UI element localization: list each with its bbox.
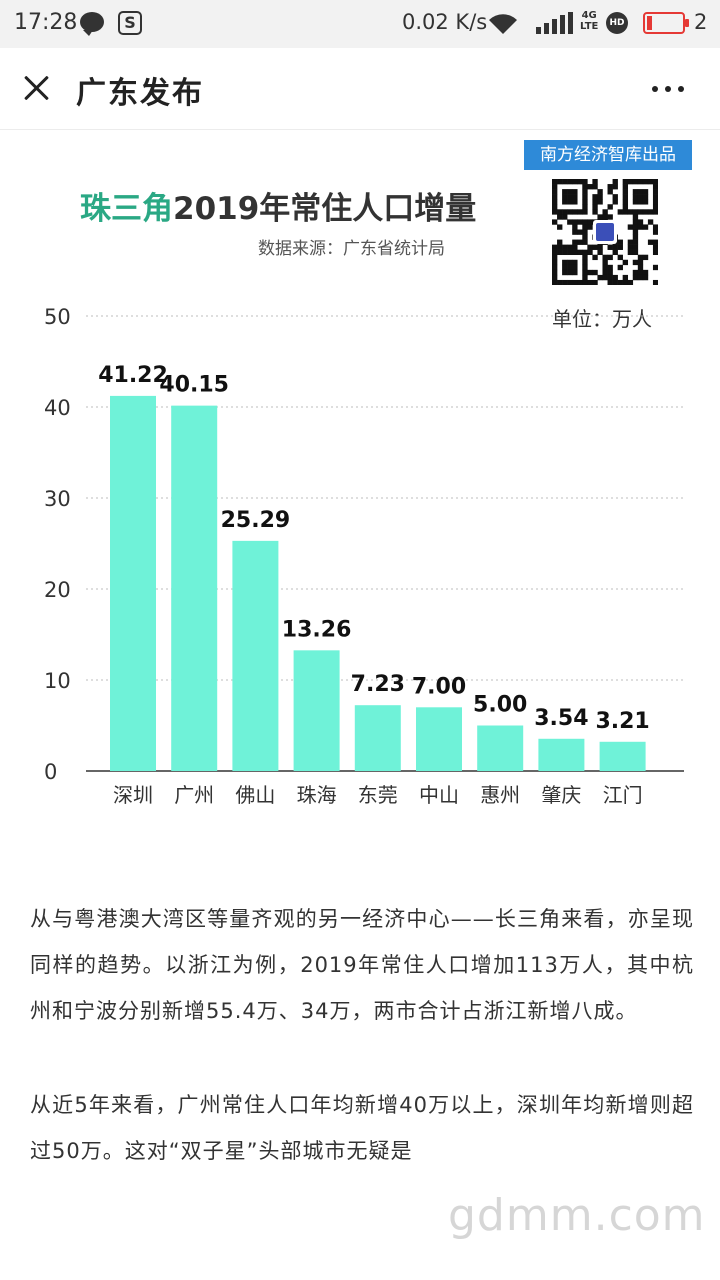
status-bar: 17:28 S 0.02 K/s 4G LTE HD 2 [0, 0, 720, 48]
bar [477, 725, 524, 771]
article-paragraph-2: 从近5年来看，广州常住人口年均新增40万以上，深圳年均新增则超过50万。这对“双… [30, 1093, 694, 1163]
y-tick-label: 40 [44, 396, 71, 420]
qr-code-icon [552, 179, 658, 285]
wifi-icon [489, 14, 517, 34]
app-s-icon: S [118, 11, 142, 35]
data-label: 7.23 [351, 672, 405, 697]
chart-title-accent: 珠三角 [80, 191, 173, 227]
category-label: 佛山 [235, 783, 275, 807]
bar [171, 405, 218, 771]
bar [538, 738, 585, 771]
data-label: 3.21 [595, 709, 649, 734]
category-label: 广州 [174, 783, 214, 807]
data-label: 5.00 [473, 693, 527, 718]
category-label: 中山 [419, 783, 459, 807]
chart-title-rest: 2019年常住人口增量 [173, 191, 477, 227]
network-type-main: 4G [581, 10, 597, 21]
page-title: 广东发布 [76, 76, 204, 111]
more-options-icon[interactable] [652, 86, 686, 94]
infographic: 南方经济智库出品 珠三角2019年常住人口增量 数据来源：广东省统计局 单位：万… [0, 131, 720, 831]
title-bar: 广东发布 [0, 48, 720, 130]
message-icon [80, 12, 104, 36]
battery-icon [643, 12, 689, 34]
chart-source: 数据来源：广东省统计局 [258, 239, 445, 259]
network-speed: 0.02 K/s [402, 10, 488, 34]
data-label: 41.22 [98, 363, 168, 388]
y-tick-label: 0 [44, 760, 57, 784]
article-paragraph-1: 从与粤港澳大湾区等量齐观的另一经济中心——长三角来看，亦呈现同样的趋势。以浙江为… [30, 907, 694, 1023]
signal-icon [536, 12, 573, 34]
publisher-badge: 南方经济智库出品 [524, 140, 692, 170]
category-label: 珠海 [297, 783, 337, 807]
bar [416, 707, 462, 771]
bar [110, 395, 156, 771]
data-label: 7.00 [412, 674, 466, 699]
network-type-sub: LTE [580, 21, 599, 32]
y-tick-label: 10 [44, 669, 71, 693]
category-label: 东莞 [358, 783, 398, 807]
bar-chart: 0 10 20 30 40 50 41.22 深圳 40.15 广州 25.29 佛山 13.26 珠海 7… [44, 305, 684, 807]
chart-title: 珠三角2019年常住人口增量 [80, 183, 476, 228]
status-time: 17:28 [14, 10, 78, 35]
bar [354, 705, 401, 771]
category-label: 肇庆 [541, 783, 581, 807]
data-label: 13.26 [282, 617, 352, 642]
data-label: 3.54 [534, 706, 588, 731]
data-label: 25.29 [221, 508, 291, 533]
data-label: 40.15 [159, 373, 229, 398]
category-label: 江门 [603, 783, 643, 807]
unit-label: 单位：万人 [552, 307, 652, 331]
watermark: gdmm.com [448, 1190, 706, 1241]
hd-icon: HD [606, 12, 628, 34]
article-body: 从与粤港澳大湾区等量齐观的另一经济中心——长三角来看，亦呈现同样的趋势。以浙江为… [30, 896, 694, 1222]
category-label: 深圳 [113, 783, 153, 807]
close-icon[interactable] [22, 74, 50, 102]
battery-level: 2 [694, 10, 708, 34]
bar [599, 741, 646, 771]
y-tick-label: 50 [44, 305, 71, 329]
network-type: 4G LTE [580, 10, 598, 32]
category-label: 惠州 [480, 783, 520, 807]
bar [293, 650, 340, 771]
y-tick-label: 30 [44, 487, 71, 511]
bar [232, 540, 279, 771]
y-tick-label: 20 [44, 578, 71, 602]
